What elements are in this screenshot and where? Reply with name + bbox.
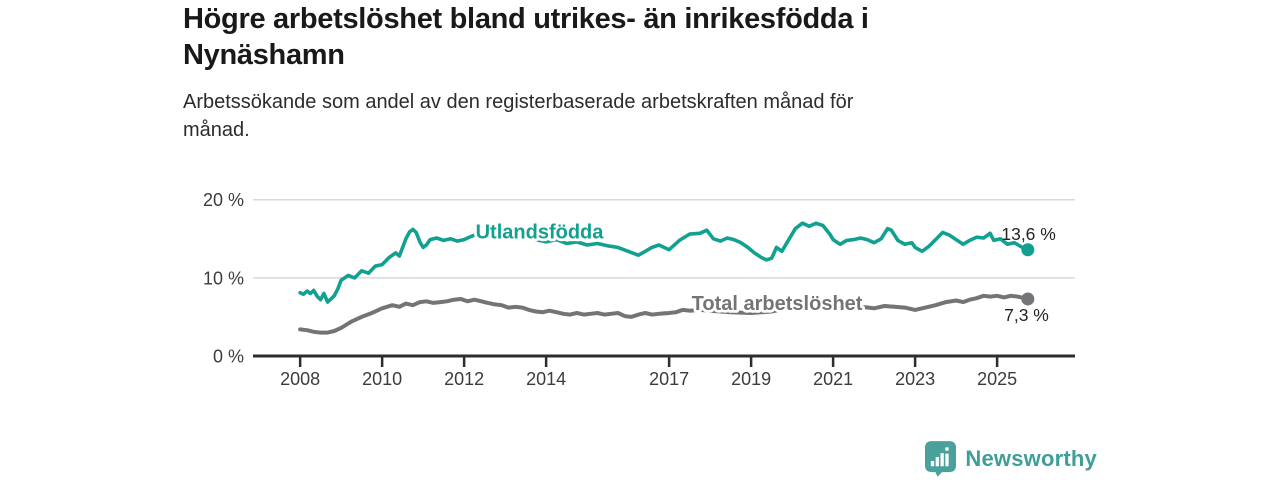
- page-title: Högre arbetslöshet bland utrikes- än inr…: [183, 1, 1103, 73]
- x-axis-label-2010: 2010: [362, 369, 402, 389]
- brand-name: Newsworthy: [965, 446, 1097, 471]
- series-end-value-2: 7,3 %: [1004, 305, 1049, 325]
- series-end-dot-1: [1021, 243, 1035, 257]
- x-axis-label-2019: 2019: [731, 369, 771, 389]
- newsworthy-logo: Newsworthy: [925, 441, 1097, 477]
- title-line-1: Högre arbetslöshet bland utrikes- än inr…: [183, 3, 869, 35]
- x-axis-label-2023: 2023: [895, 369, 935, 389]
- series-inline-label-2: Total arbetslöshet: [692, 293, 863, 315]
- y-axis-label-20: 20 %: [203, 190, 244, 210]
- series-end-dot-2: [1021, 292, 1035, 306]
- y-axis-label-10: 10 %: [203, 268, 244, 288]
- x-axis-label-2008: 2008: [280, 369, 320, 389]
- title-line-2: Nynäshamn: [183, 39, 345, 71]
- x-axis-label-2021: 2021: [813, 369, 853, 389]
- series-end-value-1: 13,6 %: [1001, 224, 1055, 244]
- subtitle-line-1: Arbetssökande som andel av den registerb…: [183, 91, 854, 113]
- x-axis-label-2017: 2017: [649, 369, 689, 389]
- y-axis-label-0: 0 %: [213, 347, 244, 367]
- x-axis-label-2012: 2012: [444, 369, 484, 389]
- chart-header: Högre arbetslöshet bland utrikes- än inr…: [183, 1, 1103, 144]
- chart-subtitle: Arbetssökande som andel av den registerb…: [183, 88, 1103, 144]
- x-axis-label-2014: 2014: [526, 369, 566, 389]
- series-line-1: [298, 221, 1030, 304]
- series-inline-label-1: Utlandsfödda: [476, 221, 605, 243]
- x-axis-label-2025: 2025: [977, 369, 1017, 389]
- newsworthy-speech-bubble-bar-chart-icon: [925, 441, 957, 477]
- series-line-2: [298, 293, 1030, 335]
- subtitle-line-2: månad.: [183, 119, 250, 141]
